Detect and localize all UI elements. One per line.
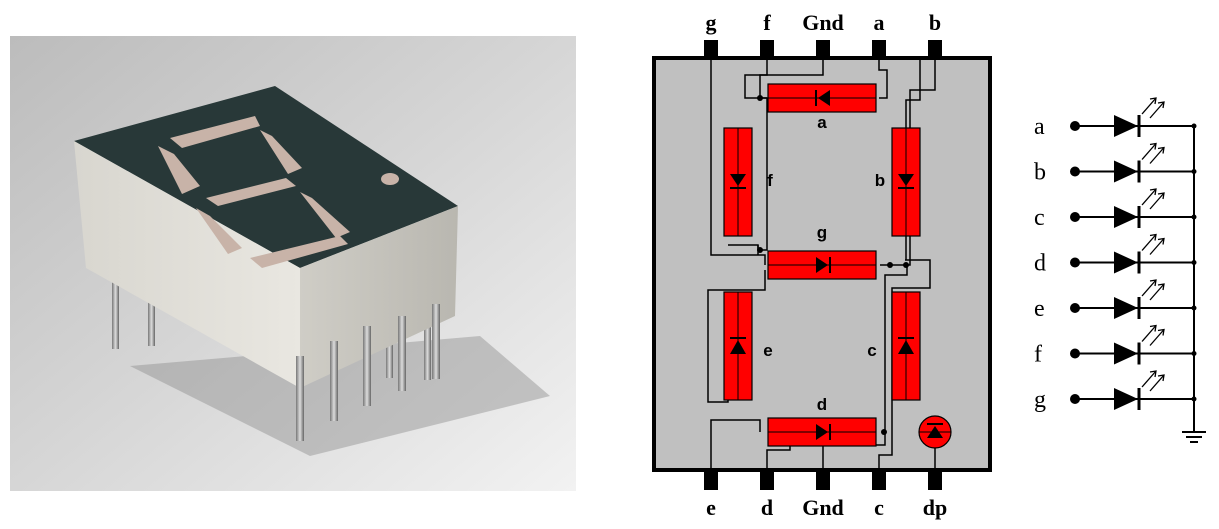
led-row-c: c: [1034, 188, 1197, 231]
led-icon: [1114, 388, 1138, 410]
pin-label-top-2: f: [763, 10, 771, 35]
package-side-face: [300, 206, 458, 388]
segment-label-f: f: [767, 171, 773, 190]
light-emission-arrow-icon: [1141, 370, 1157, 388]
seven-segment-display-photo: [10, 36, 576, 491]
segment-label-c: c: [867, 341, 876, 360]
arrow-head: [1149, 142, 1157, 150]
led-icon: [1114, 115, 1138, 137]
input-label-g: g: [1034, 387, 1046, 413]
pin-label-bottom-3: Gnd: [802, 495, 844, 520]
light-emission-arrow-icon: [1149, 101, 1165, 119]
segment-a: [757, 83, 877, 113]
input-label-d: d: [1034, 251, 1046, 277]
input-label-c: c: [1034, 205, 1045, 231]
segment-c: [891, 291, 921, 401]
led-icon: [1114, 342, 1138, 365]
led-row-e: e: [1034, 279, 1197, 322]
ground-icon: [1182, 418, 1206, 443]
package-top-face: [74, 86, 458, 268]
led-row-d: d: [1034, 233, 1197, 277]
light-emission-arrow-icon: [1149, 329, 1165, 346]
segment-f: [723, 127, 753, 237]
arrow-head: [1149, 97, 1157, 105]
input-label-b: b: [1034, 160, 1046, 186]
arrow-head: [1157, 374, 1165, 382]
led-row-b: b: [1034, 142, 1197, 186]
pin-label-bottom-1: e: [706, 495, 716, 520]
package-shadow: [130, 336, 550, 456]
segment-g: [757, 247, 909, 280]
led-icon: [1114, 206, 1138, 228]
arrow-head: [1149, 233, 1157, 241]
pin-label-bottom-4: c: [874, 495, 884, 520]
pin-label-bottom-2: d: [761, 495, 773, 520]
light-emission-arrow-icon: [1141, 188, 1157, 206]
input-label-e: e: [1034, 296, 1045, 322]
seven-segment-pinout-diagram: g f Gnd a b e d Gnd c dp: [652, 10, 992, 520]
segment-label-b: b: [875, 171, 885, 190]
pin-label-bottom-5: dp: [923, 495, 947, 520]
segment-b: [891, 127, 921, 237]
arrow-head: [1149, 370, 1157, 378]
led-row-a: a: [1034, 97, 1197, 140]
arrow-head: [1149, 324, 1157, 332]
arrow-head: [1157, 146, 1165, 154]
input-label-f: f: [1034, 342, 1042, 368]
pin-label-top-1: g: [706, 10, 717, 35]
light-emission-arrow-icon: [1141, 97, 1157, 115]
segment-d: [767, 417, 887, 447]
light-emission-arrow-icon: [1141, 279, 1157, 297]
arrow-head: [1157, 192, 1165, 200]
led-row-f: f: [1034, 324, 1197, 368]
light-emission-arrow-icon: [1149, 374, 1165, 392]
led-icon: [1114, 160, 1138, 183]
segment-label-g: g: [817, 223, 827, 242]
pin-label-top-5: b: [929, 10, 941, 35]
display-segments: [158, 116, 399, 268]
segment-e: [723, 291, 753, 401]
package-front-face: [74, 141, 300, 388]
arrow-head: [1157, 328, 1165, 336]
top-pin-tabs: [704, 40, 942, 60]
arrow-head: [1157, 283, 1165, 291]
pin-label-top-3: Gnd: [802, 10, 844, 35]
arrow-head: [1149, 279, 1157, 287]
segment-dp: [918, 415, 952, 449]
arrow-head: [1149, 188, 1157, 196]
led-row-g: g: [1034, 370, 1197, 413]
light-emission-arrow-icon: [1149, 147, 1165, 164]
arrow-head: [1157, 237, 1165, 245]
led-icon: [1114, 251, 1138, 274]
pin-label-top-4: a: [874, 10, 885, 35]
light-emission-arrow-icon: [1149, 192, 1165, 210]
light-emission-arrow-icon: [1141, 325, 1157, 342]
light-emission-arrow-icon: [1149, 238, 1165, 255]
front-pins: [296, 304, 440, 441]
input-label-a: a: [1034, 114, 1045, 140]
light-emission-arrow-icon: [1141, 234, 1157, 251]
light-emission-arrow-icon: [1141, 143, 1157, 160]
bottom-pin-tabs: [704, 470, 942, 490]
segment-label-e: e: [763, 341, 772, 360]
segment-label-d: d: [817, 395, 827, 414]
light-emission-arrow-icon: [1149, 283, 1165, 301]
led-icon: [1114, 297, 1138, 319]
segment-label-a: a: [817, 113, 827, 132]
arrow-head: [1157, 101, 1165, 109]
